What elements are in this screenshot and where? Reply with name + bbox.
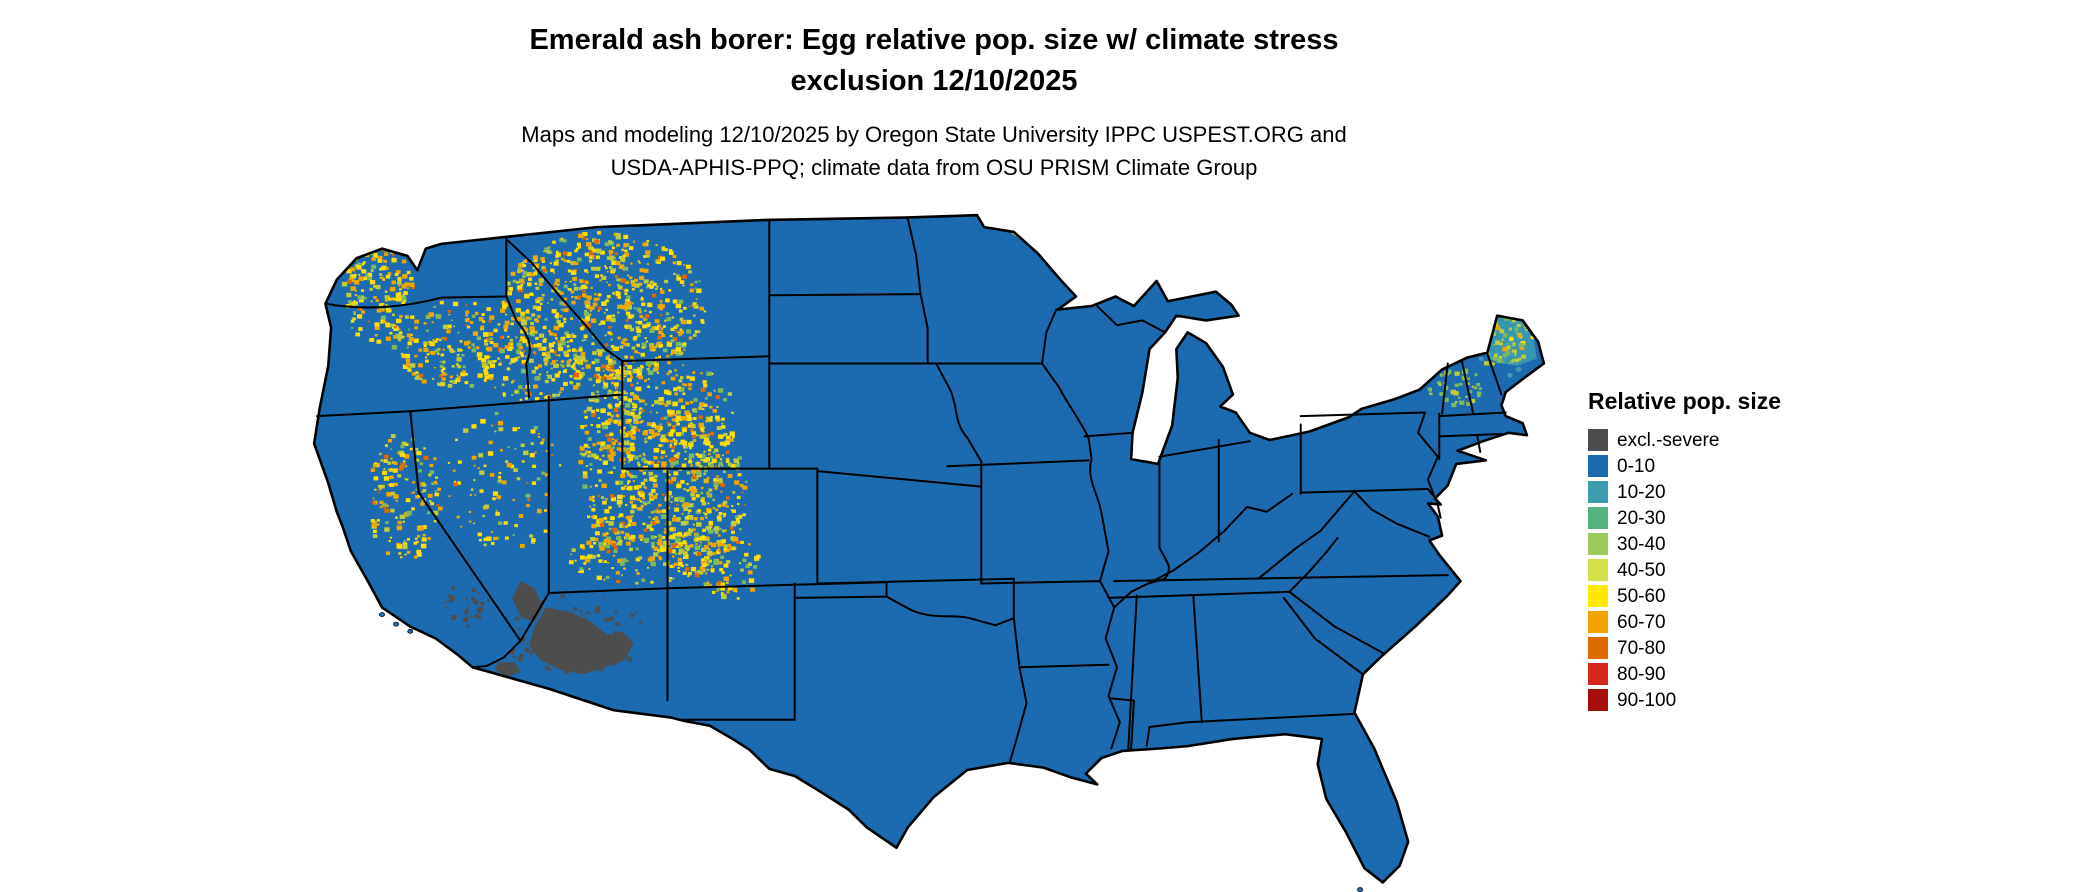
legend-label: 70-80 bbox=[1617, 637, 1666, 659]
figure-subtitle: Maps and modeling 12/10/2025 by Oregon S… bbox=[0, 118, 1868, 184]
legend: Relative pop. size excl.-severe 0-10 10-20… bbox=[1588, 388, 1781, 713]
legend-label: 20-30 bbox=[1617, 507, 1666, 529]
legend-title: Relative pop. size bbox=[1588, 388, 1782, 414]
legend-list: excl.-severe 0-10 10-20 20-30 30-40 40-50 50-6… bbox=[1588, 427, 1781, 713]
legend-swatch bbox=[1588, 689, 1608, 711]
legend-swatch bbox=[1588, 507, 1608, 529]
legend-swatch bbox=[1588, 663, 1608, 685]
figure-subtitle-line1: Maps and modeling 12/10/2025 by Oregon S… bbox=[521, 122, 1347, 147]
legend-label: 40-50 bbox=[1617, 559, 1666, 581]
legend-label: 0-10 bbox=[1617, 455, 1656, 477]
legend-swatch bbox=[1588, 611, 1608, 633]
legend-label: 60-70 bbox=[1617, 611, 1666, 633]
legend-swatch bbox=[1588, 533, 1608, 555]
figure-title-line2: exclusion 12/10/2025 bbox=[790, 65, 1078, 98]
legend-swatch bbox=[1588, 481, 1608, 503]
figure-subtitle-line2: USDA-APHIS-PPQ; climate data from OSU PR… bbox=[610, 155, 1258, 180]
legend-label: 90-100 bbox=[1617, 689, 1677, 711]
legend-label: excl.-severe bbox=[1617, 429, 1720, 451]
legend-item: 10-20 bbox=[1588, 479, 1781, 505]
legend-item: 80-90 bbox=[1588, 661, 1781, 687]
us-map bbox=[300, 208, 1558, 892]
us-outline bbox=[314, 215, 1544, 882]
legend-item: 0-10 bbox=[1588, 453, 1781, 479]
legend-label: 30-40 bbox=[1617, 533, 1666, 555]
legend-item: 90-100 bbox=[1588, 687, 1781, 713]
figure-title-line1: Emerald ash borer: Egg relative pop. siz… bbox=[529, 24, 1339, 56]
raster-overlays bbox=[341, 229, 1537, 677]
legend-item: excl.-severe bbox=[1588, 427, 1781, 453]
legend-swatch bbox=[1588, 455, 1608, 477]
legend-swatch bbox=[1588, 637, 1608, 659]
legend-item: 60-70 bbox=[1588, 609, 1781, 635]
legend-item: 70-80 bbox=[1588, 635, 1781, 661]
speckle-layer bbox=[341, 231, 1535, 674]
legend-label: 80-90 bbox=[1617, 663, 1666, 685]
legend-label: 50-60 bbox=[1617, 585, 1666, 607]
legend-label: 10-20 bbox=[1617, 481, 1666, 503]
islands bbox=[379, 612, 1373, 892]
legend-item: 40-50 bbox=[1588, 557, 1781, 583]
legend-swatch bbox=[1588, 559, 1608, 581]
legend-item: 30-40 bbox=[1588, 531, 1781, 557]
legend-swatch bbox=[1588, 585, 1608, 607]
legend-item: 20-30 bbox=[1588, 505, 1781, 531]
legend-swatch bbox=[1588, 429, 1608, 451]
state-borders bbox=[317, 219, 1506, 763]
land-base bbox=[314, 215, 1544, 883]
legend-item: 50-60 bbox=[1588, 583, 1781, 609]
figure-title: Emerald ash borer: Egg relative pop. siz… bbox=[0, 20, 1868, 102]
